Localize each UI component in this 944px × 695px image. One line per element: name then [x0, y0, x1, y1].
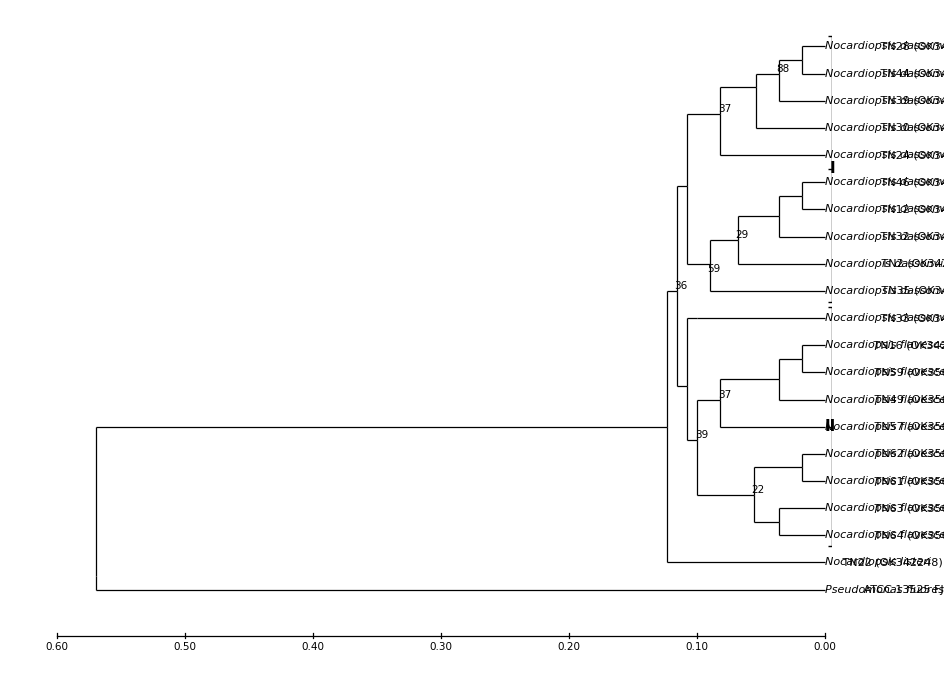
- Text: TN44 (OK344407): TN44 (OK344407): [876, 69, 944, 79]
- Text: Nocardiopsis dassonvillei: Nocardiopsis dassonvillei: [824, 204, 944, 215]
- Text: TN12 (OK342218): TN12 (OK342218): [876, 204, 944, 215]
- Text: Nocardiopis dassonvillei: Nocardiopis dassonvillei: [824, 259, 944, 269]
- Text: 0.20: 0.20: [557, 641, 581, 651]
- Text: TN64 (OK356593): TN64 (OK356593): [869, 530, 944, 540]
- Text: Nocardiopsis listeri: Nocardiopsis listeri: [824, 557, 930, 568]
- Text: TN57 (OK356587): TN57 (OK356587): [869, 422, 944, 432]
- Text: 22: 22: [750, 484, 764, 495]
- Text: Nocardiopsis dassonvillei: Nocardiopsis dassonvillei: [824, 42, 944, 51]
- Text: 0.60: 0.60: [45, 641, 69, 651]
- Text: Nocardiopsis dassonvillei: Nocardiopsis dassonvillei: [824, 286, 944, 296]
- Text: 0.40: 0.40: [301, 641, 325, 651]
- Text: Nocardiopsis flavescens: Nocardiopsis flavescens: [824, 476, 944, 486]
- Text: TN22 (OK342248): TN22 (OK342248): [838, 557, 942, 568]
- Text: Nocardiopsis flavescens: Nocardiopsis flavescens: [824, 530, 944, 540]
- Text: 39: 39: [694, 430, 707, 440]
- Text: TN63 (OK356592): TN63 (OK356592): [869, 503, 944, 513]
- Text: Nocardiopsis flavescens: Nocardiopsis flavescens: [824, 503, 944, 513]
- Text: Nocardiopsis flavescens: Nocardiopsis flavescens: [824, 341, 944, 350]
- Text: TN24 (OK342250): TN24 (OK342250): [876, 150, 944, 160]
- Text: TN49 (OK356581): TN49 (OK356581): [869, 395, 944, 404]
- Text: 0.30: 0.30: [430, 641, 452, 651]
- Text: Nocardiopsis dassonvillei: Nocardiopsis dassonvillei: [824, 123, 944, 133]
- Text: TN30 (OK342254): TN30 (OK342254): [877, 123, 944, 133]
- Text: Nocardiopsis dassonvillei: Nocardiopsis dassonvillei: [824, 69, 944, 79]
- Text: 88: 88: [776, 64, 789, 74]
- Text: Nocardiopsis dassonvillei: Nocardiopsis dassonvillei: [824, 231, 944, 242]
- Text: TN46 (OK344409): TN46 (OK344409): [876, 177, 944, 187]
- Text: TN2 (OK342209): TN2 (OK342209): [877, 259, 944, 269]
- Text: TN39 (OK344403): TN39 (OK344403): [877, 96, 944, 106]
- Text: 0.10: 0.10: [685, 641, 708, 651]
- Text: TN61 (OK356590): TN61 (OK356590): [869, 476, 944, 486]
- Text: TN62 (OK356591): TN62 (OK356591): [869, 449, 944, 459]
- Text: TN16 (OK342242): TN16 (OK342242): [869, 341, 944, 350]
- Text: 37: 37: [716, 389, 730, 400]
- Text: Nocardiopsis flavescens: Nocardiopsis flavescens: [824, 395, 944, 404]
- Text: Nocardiopsis dassonvillei: Nocardiopsis dassonvillei: [824, 313, 944, 323]
- Text: Nocardiopsis flavescens: Nocardiopsis flavescens: [824, 449, 944, 459]
- Text: Nocardiopsis dassonvillei: Nocardiopsis dassonvillei: [824, 177, 944, 187]
- Text: TN59 (OK356588): TN59 (OK356588): [869, 368, 944, 377]
- Text: Nocardiopsis dassonvillei: Nocardiopsis dassonvillei: [824, 150, 944, 160]
- Text: 36: 36: [673, 281, 686, 291]
- Text: II: II: [823, 419, 834, 434]
- Text: 59: 59: [707, 263, 720, 274]
- Text: TN33 (OK344398): TN33 (OK344398): [877, 313, 944, 323]
- Text: Nocardiopsis dassonvillei: Nocardiopsis dassonvillei: [824, 96, 944, 106]
- Text: I: I: [829, 161, 834, 177]
- Text: 37: 37: [716, 104, 730, 115]
- Text: Nocardiopsis flavescens: Nocardiopsis flavescens: [824, 422, 944, 432]
- Text: 0.50: 0.50: [174, 641, 196, 651]
- Text: 0.00: 0.00: [813, 641, 835, 651]
- Text: 29: 29: [734, 230, 748, 240]
- Text: TN35 (OK344400): TN35 (OK344400): [877, 286, 944, 296]
- Text: Nocardiopsis flavescens: Nocardiopsis flavescens: [824, 368, 944, 377]
- Text: TN28 (OK342253): TN28 (OK342253): [876, 42, 944, 51]
- Text: ATCC 13525 FJ971870: ATCC 13525 FJ971870: [859, 584, 944, 595]
- Text: Pseudomonas fluorescens: Pseudomonas fluorescens: [824, 584, 944, 595]
- Text: TN32 (OK344397): TN32 (OK344397): [876, 231, 944, 242]
